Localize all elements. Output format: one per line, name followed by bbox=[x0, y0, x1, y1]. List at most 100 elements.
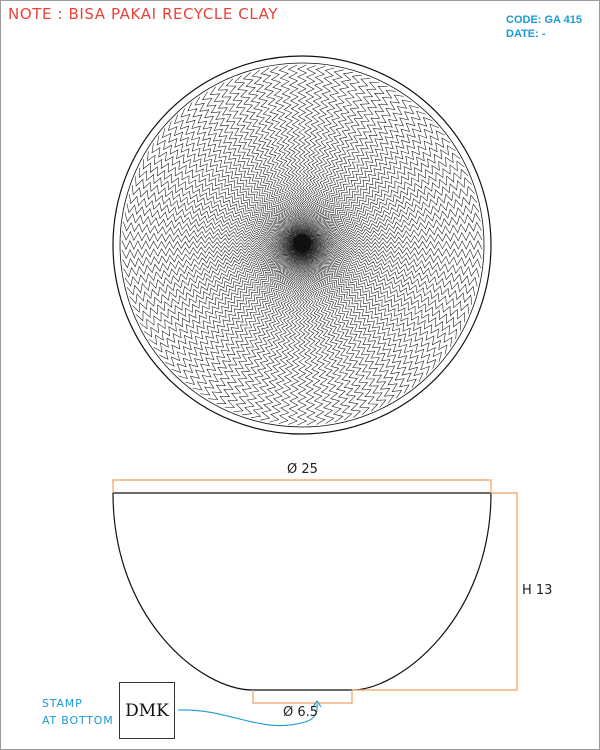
note-text: NOTE : BISA PAKAI RECYCLE CLAY bbox=[8, 5, 279, 23]
zigzag-ray bbox=[216, 249, 299, 405]
zigzag-ray bbox=[251, 69, 302, 240]
zigzag-ray bbox=[142, 159, 298, 242]
stamp-box: DMK bbox=[119, 682, 175, 739]
zigzag-ray bbox=[301, 250, 335, 424]
zigzag-ray bbox=[260, 67, 303, 240]
zigzag-pattern bbox=[121, 64, 483, 426]
date-label: DATE: - bbox=[506, 28, 546, 40]
zigzag-ray bbox=[288, 250, 304, 425]
zigzag-ray bbox=[148, 247, 297, 346]
zigzag-ray bbox=[307, 144, 456, 243]
zigzag-ray bbox=[303, 74, 362, 240]
zigzag-ray bbox=[185, 248, 298, 385]
zigzag-ray bbox=[304, 250, 417, 388]
zigzag-ray bbox=[131, 185, 297, 244]
zigzag-ray bbox=[132, 245, 297, 313]
zigzag-ray bbox=[307, 247, 469, 314]
zigzag-ray bbox=[139, 167, 298, 243]
zigzag-ray bbox=[303, 250, 379, 412]
zigzag-ray bbox=[200, 249, 298, 396]
zigzag-ray bbox=[139, 246, 297, 330]
zigzag-ray bbox=[306, 105, 419, 242]
zigzag-ray bbox=[305, 250, 424, 382]
zigzag-ray bbox=[307, 194, 478, 245]
zigzag-ray bbox=[306, 110, 426, 242]
zigzag-ray bbox=[233, 250, 300, 412]
zigzag-ray bbox=[302, 250, 353, 421]
zigzag-ray bbox=[225, 78, 301, 240]
zigzag-ray bbox=[305, 249, 430, 376]
zigzag-ray bbox=[121, 243, 297, 260]
zigzag-ray bbox=[304, 82, 380, 241]
zigzag-ray bbox=[217, 82, 301, 240]
zigzag-ray bbox=[302, 69, 344, 240]
zigzag-ray bbox=[174, 114, 299, 241]
zigzag-ray bbox=[307, 137, 451, 243]
zigzag-ray bbox=[224, 249, 300, 408]
zigzag-ray bbox=[307, 185, 475, 245]
zigzag-ray bbox=[306, 248, 457, 339]
zigzag-ray bbox=[124, 212, 297, 246]
zigzag-ray bbox=[307, 221, 482, 246]
zigzag-ray bbox=[304, 78, 371, 240]
zigzag-ray bbox=[208, 249, 299, 400]
stamp-note-line2: AT BOTTOM bbox=[42, 714, 114, 727]
zigzag-ray bbox=[305, 85, 388, 241]
zigzag-ray bbox=[302, 72, 353, 240]
zigzag-ray bbox=[304, 250, 410, 394]
zigzag-ray bbox=[126, 245, 297, 296]
zigzag-ray bbox=[304, 250, 403, 399]
zigzag-ray bbox=[305, 249, 442, 362]
zigzag-ray bbox=[124, 244, 297, 287]
zigzag-ray bbox=[201, 91, 300, 240]
zigzag-ray bbox=[297, 64, 307, 240]
zigzag-ray bbox=[307, 245, 478, 287]
zigzag-ray bbox=[122, 244, 297, 269]
zigzag-ray bbox=[306, 117, 433, 242]
zigzag-ray bbox=[306, 247, 465, 323]
zigzag-ray bbox=[129, 245, 297, 305]
zigzag-ray bbox=[307, 244, 480, 278]
zigzag-ray bbox=[307, 240, 483, 250]
zigzag-ray bbox=[300, 65, 316, 240]
side-view bbox=[112, 479, 518, 704]
zigzag-ray bbox=[297, 250, 307, 426]
arrowhead-icon bbox=[312, 700, 322, 708]
zigzag-ray bbox=[307, 230, 483, 247]
zigzag-ray bbox=[287, 64, 304, 240]
zigzag-ray bbox=[260, 250, 302, 421]
zigzag-ray bbox=[307, 243, 482, 259]
zigzag-ray bbox=[301, 66, 326, 240]
height-label: H 13 bbox=[522, 583, 553, 598]
diameter-top-label: Ø 25 bbox=[287, 462, 318, 477]
zigzag-ray bbox=[187, 102, 300, 240]
code-label: CODE: GA 415 bbox=[506, 14, 583, 26]
zigzag-ray bbox=[306, 99, 412, 241]
zigzag-ray bbox=[306, 249, 453, 347]
zigzag-ray bbox=[122, 231, 297, 247]
top-view bbox=[112, 55, 492, 435]
zigzag-ray bbox=[307, 177, 472, 245]
zigzag-ray bbox=[301, 67, 335, 240]
zigzag-ray bbox=[305, 249, 437, 369]
zigzag-ray bbox=[269, 66, 303, 240]
zigzag-ray bbox=[129, 194, 297, 245]
zigzag-ray bbox=[123, 221, 297, 246]
zigzag-ray bbox=[162, 128, 299, 241]
zigzag-ray bbox=[153, 247, 297, 353]
zigzag-ray bbox=[307, 168, 469, 244]
zigzag-ray bbox=[307, 245, 475, 296]
zigzag-ray bbox=[135, 176, 297, 243]
zigzag-ray bbox=[307, 212, 481, 246]
dimension-line-base bbox=[252, 690, 353, 704]
bowl-outline bbox=[112, 492, 492, 691]
zigzag-ray bbox=[234, 75, 302, 240]
zigzag-ray bbox=[307, 123, 439, 242]
zigzag-ray bbox=[300, 250, 317, 426]
top-view-center bbox=[293, 234, 311, 252]
zigzag-ray bbox=[242, 250, 301, 416]
top-view-outer-circle bbox=[112, 55, 492, 435]
zigzag-ray bbox=[301, 250, 326, 425]
zigzag-ray bbox=[301, 250, 344, 423]
